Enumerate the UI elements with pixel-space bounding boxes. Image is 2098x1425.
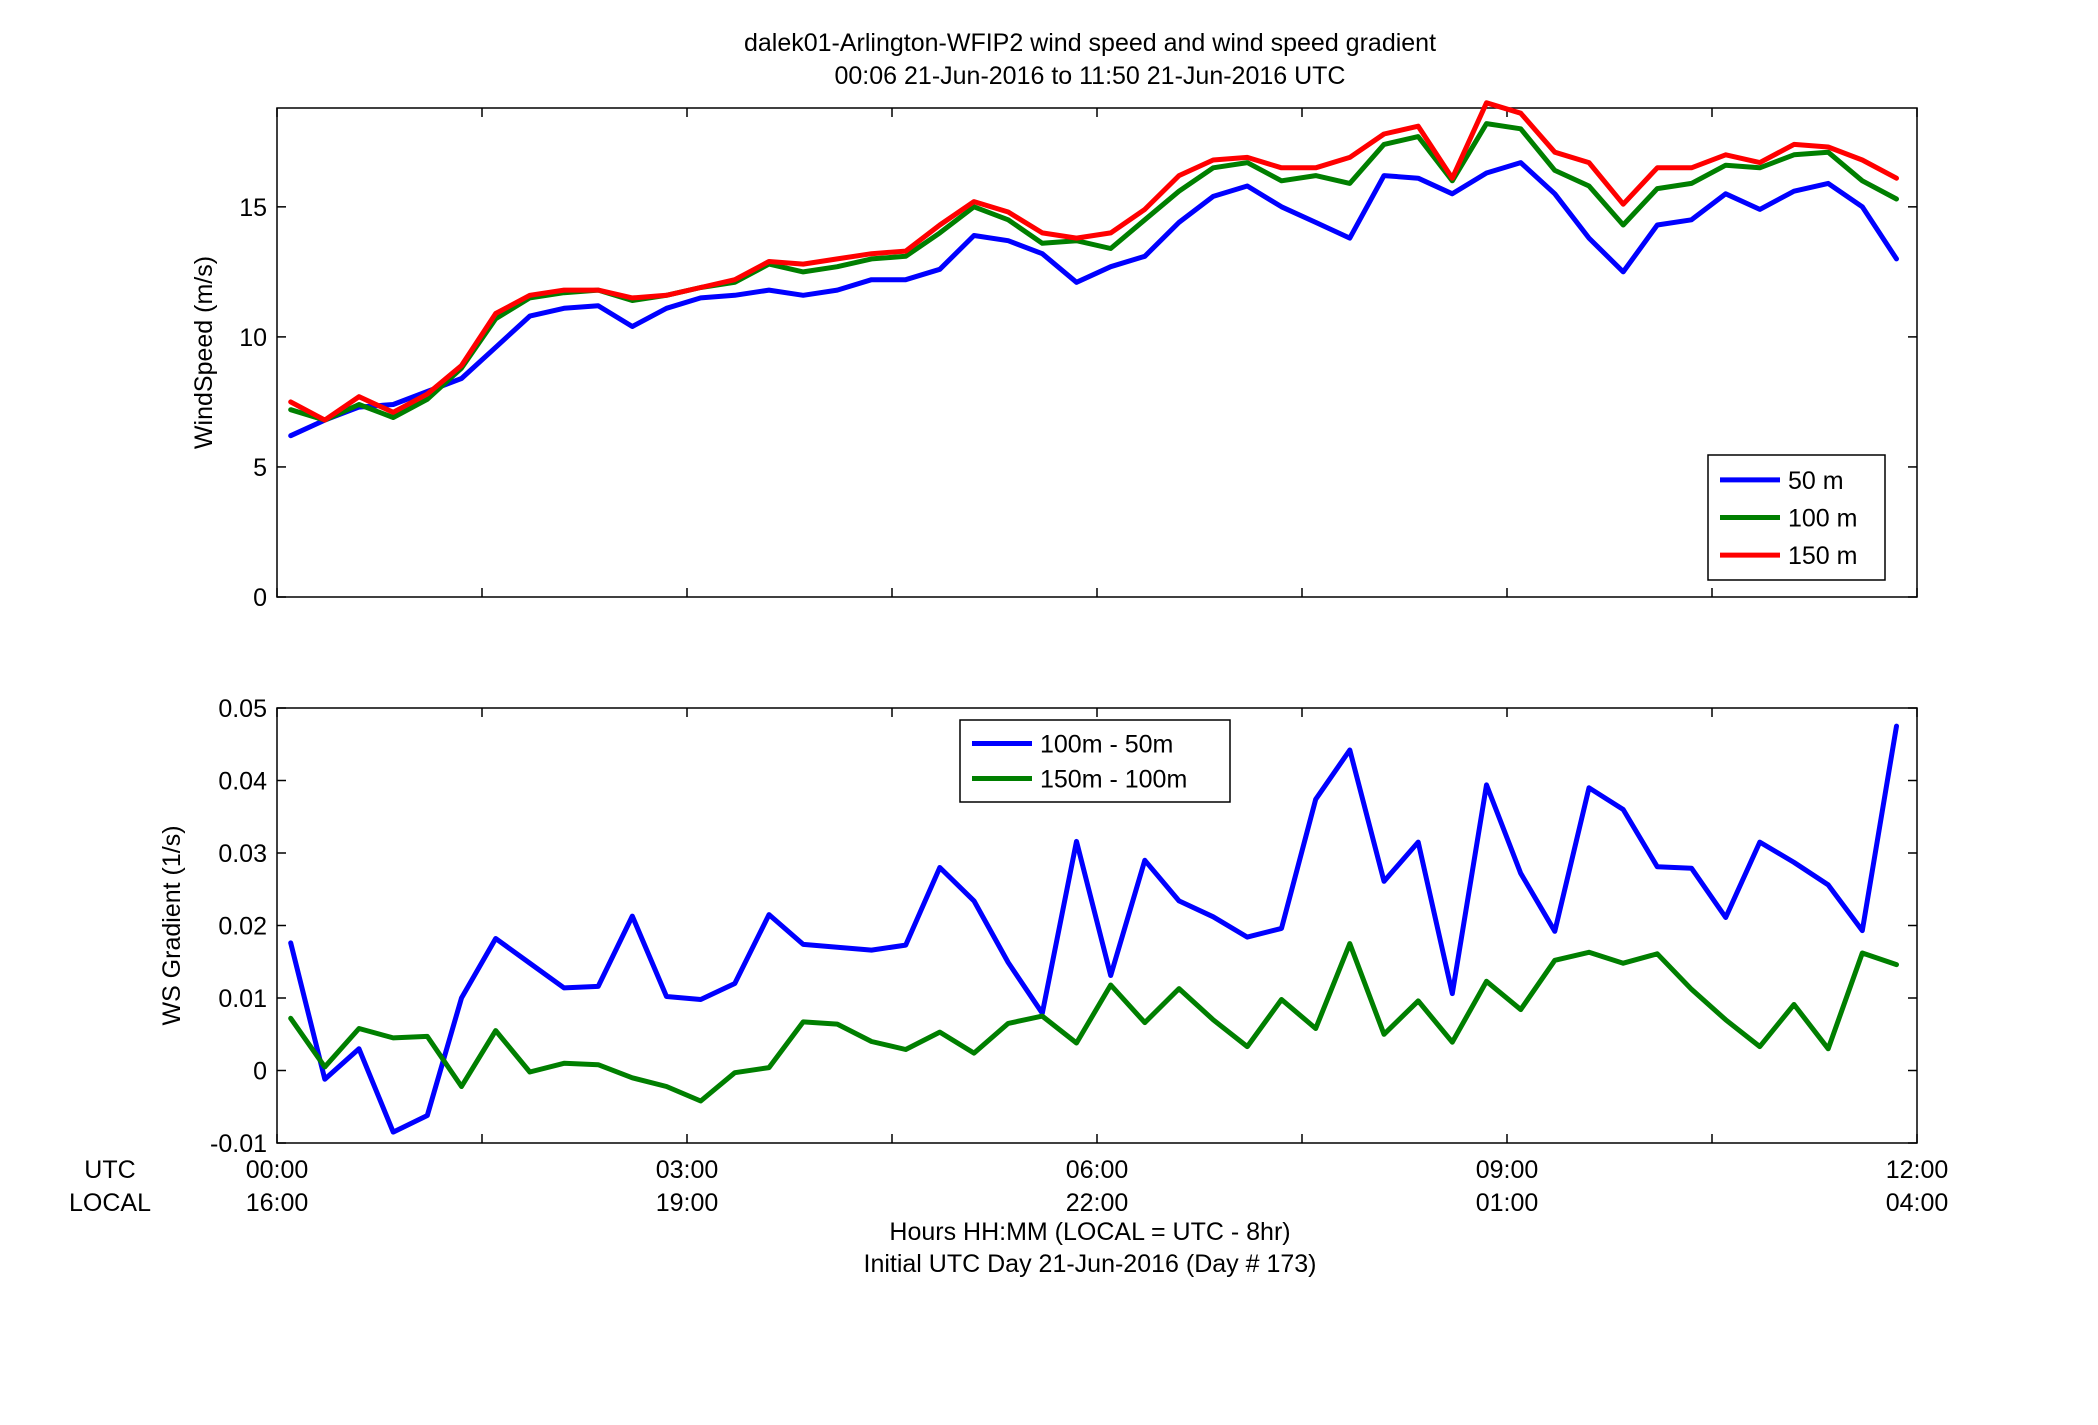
y-tick-label: -0.01 bbox=[210, 1130, 267, 1158]
x-tick-label-local: 04:00 bbox=[1886, 1189, 1949, 1217]
series-line-150m bbox=[288, 100, 1899, 423]
legend-entry: 100 m bbox=[1788, 505, 1857, 533]
y-tick-label: 5 bbox=[253, 454, 267, 482]
y-tick-label: 0.05 bbox=[218, 695, 267, 723]
y-tick-label: 0 bbox=[253, 1058, 267, 1086]
windspeed-panel: 0 5 10 15 WindSpeed (m/s) 50 m 100 m 150 m bbox=[190, 100, 1918, 612]
x-tick-label-local: 19:00 bbox=[656, 1189, 719, 1217]
y-tick-label: 15 bbox=[239, 194, 267, 222]
legend-entry: 150m - 100m bbox=[1040, 766, 1187, 794]
y-tick-label: 0.01 bbox=[218, 985, 267, 1013]
legend-entry: 50 m bbox=[1788, 467, 1844, 495]
y-axis-label: WS Gradient (1/s) bbox=[158, 825, 186, 1025]
x-tick-label-local: 16:00 bbox=[246, 1189, 309, 1217]
x-tick-label-utc: 03:00 bbox=[656, 1156, 719, 1184]
y-tick-label: 0.02 bbox=[218, 913, 267, 941]
y-tick-label: 10 bbox=[239, 324, 267, 352]
x-axis-label-line1: Hours HH:MM (LOCAL = UTC - 8hr) bbox=[889, 1218, 1290, 1246]
x-tick-label-utc: 06:00 bbox=[1066, 1156, 1129, 1184]
legend-entry: 100m - 50m bbox=[1040, 731, 1173, 759]
y-axis-label: WindSpeed (m/s) bbox=[190, 256, 218, 449]
row-label-local: LOCAL bbox=[69, 1189, 151, 1217]
series-line-150m-100m bbox=[288, 941, 1899, 1104]
series-line-50m bbox=[288, 160, 1899, 439]
x-tick-label-utc: 12:00 bbox=[1886, 1156, 1949, 1184]
chart-title-line2: 00:06 21-Jun-2016 to 11:50 21-Jun-2016 U… bbox=[835, 62, 1346, 90]
x-tick-label-local: 01:00 bbox=[1476, 1189, 1539, 1217]
series-line-100m bbox=[288, 121, 1899, 423]
y-tick-label: 0.04 bbox=[218, 768, 267, 796]
legend-box bbox=[959, 719, 1231, 803]
y-tick-label: 0 bbox=[253, 584, 267, 612]
x-tick-label-utc: 09:00 bbox=[1476, 1156, 1539, 1184]
legend-entry: 150 m bbox=[1788, 542, 1857, 570]
x-axis-label-line2: Initial UTC Day 21-Jun-2016 (Day # 173) bbox=[864, 1250, 1317, 1278]
row-label-utc: UTC bbox=[84, 1156, 135, 1184]
y-tick-label: 0.03 bbox=[218, 840, 267, 868]
chart-title-line1: dalek01-Arlington-WFIP2 wind speed and w… bbox=[744, 29, 1436, 57]
gradient-panel: -0.01 0 0.01 0.02 0.03 0.04 0.05 WS Gradient (1… bbox=[158, 695, 1948, 1217]
series-line-100m-50m bbox=[288, 723, 1899, 1135]
x-tick-label-utc: 00:00 bbox=[246, 1156, 309, 1184]
x-tick-label-local: 22:00 bbox=[1066, 1189, 1129, 1217]
